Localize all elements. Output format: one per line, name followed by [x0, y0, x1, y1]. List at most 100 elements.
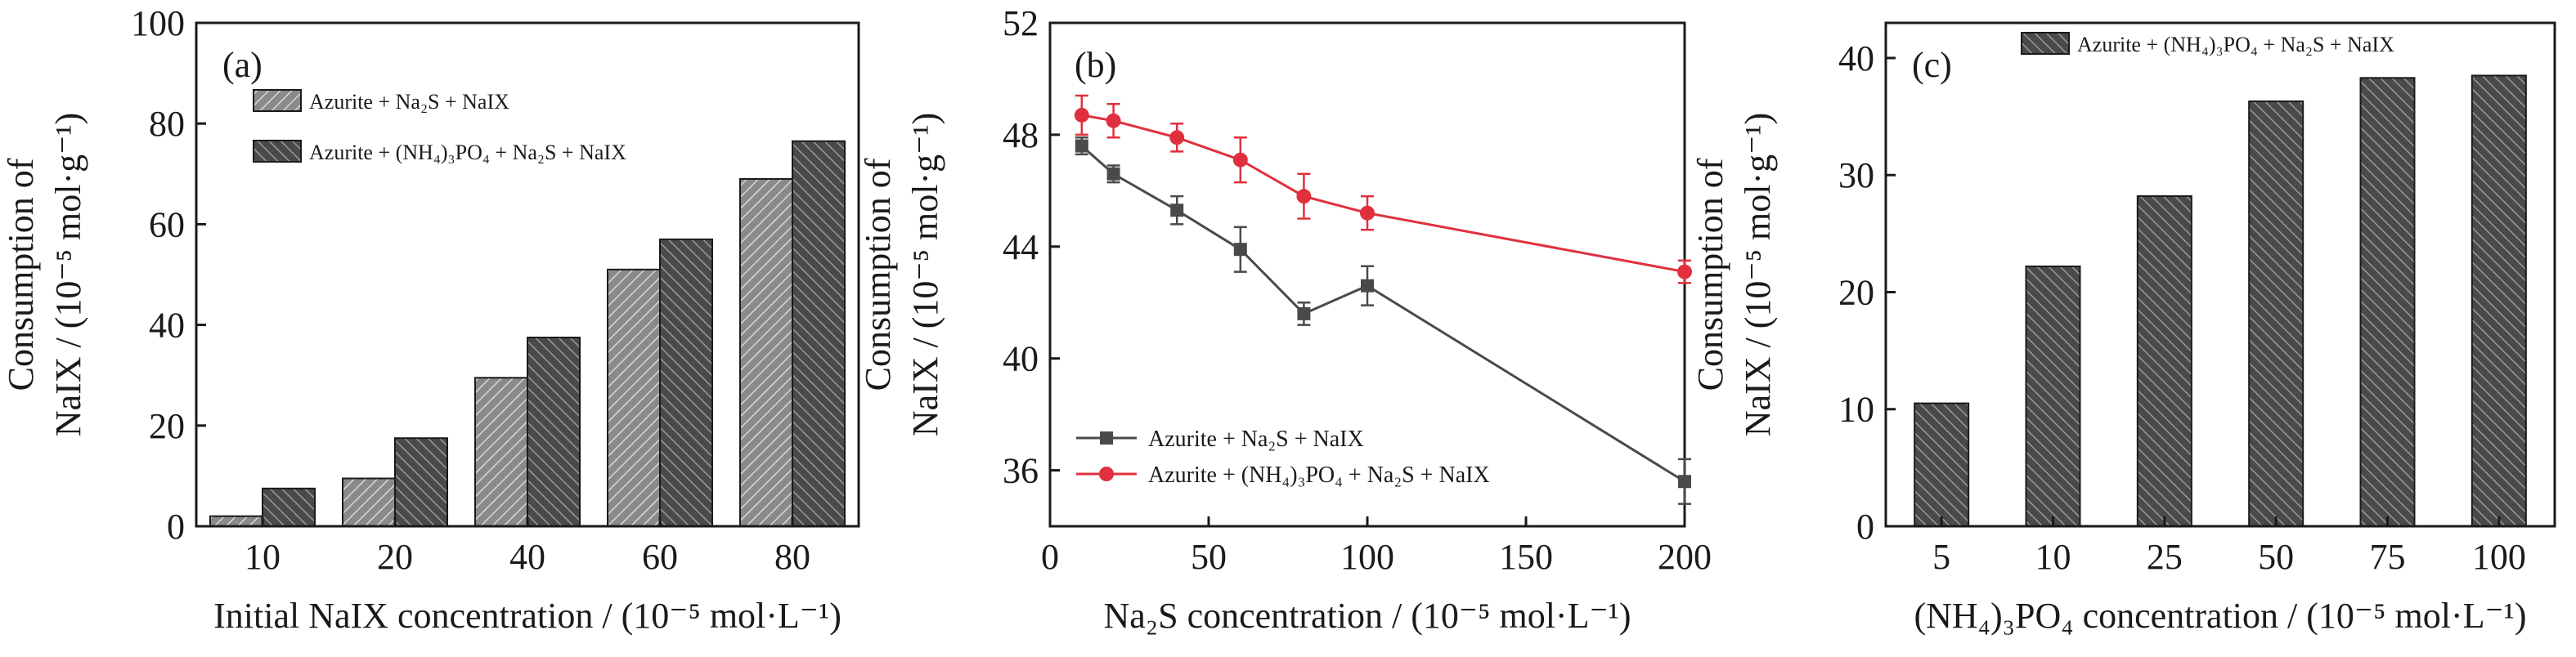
x-tick-label: 5: [1932, 537, 1950, 577]
x-tick-label: 60: [642, 537, 678, 577]
y-tick-label: 20: [149, 406, 185, 446]
legend-swatch-series-2: [253, 140, 302, 163]
y-tick-label: 0: [167, 507, 185, 547]
panel-c-ylabel-line1: Consumption of: [1690, 158, 1730, 391]
panel-b-label: (b): [1075, 45, 1116, 85]
data-point-circle: [1232, 152, 1248, 168]
panel-b-xlabel: Na₂S concentration / (10⁻⁵ mol·L⁻¹): [1103, 596, 1631, 636]
data-point-circle: [1074, 107, 1089, 123]
legend-label-series-2: Azurite + (NH₄)₃PO₄ + Na₂S + NaIX: [309, 141, 626, 164]
legend-circle-marker: [1099, 467, 1114, 481]
panel-c-bar-chart: 0 10 20 30 40 5 10 25 50 75 100 (c) Azurite + (NH…: [1690, 21, 2556, 636]
data-point-square: [1361, 279, 1374, 293]
panel-a-legend: Azurite + Na₂S + NaIX Azurite + (NH₄)₃PO…: [253, 89, 626, 164]
legend-swatch-series-1: [2021, 32, 2070, 55]
x-tick-label: 80: [774, 537, 810, 577]
data-point-square: [1170, 203, 1184, 217]
bar: [739, 177, 793, 528]
x-tick-label: 10: [245, 537, 280, 577]
bar: [1914, 402, 1970, 527]
y-tick-label: 20: [1838, 272, 1874, 312]
bar: [2136, 195, 2192, 527]
y-tick-label: 40: [149, 306, 185, 346]
y-tick-label: 44: [1003, 227, 1039, 267]
panel-a-bars: [209, 140, 846, 528]
bar: [792, 140, 846, 527]
bar: [527, 337, 581, 527]
data-point-square: [1106, 167, 1120, 181]
panel-a-y-ticks: 0 20 40 60 80 100: [131, 3, 206, 547]
panel-a-ylabel-line1: Consumption of: [1, 158, 41, 391]
x-tick-label: 100: [1340, 537, 1394, 577]
y-tick-label: 10: [1838, 390, 1874, 430]
x-tick-label: 100: [2472, 537, 2526, 577]
panel-c-y-ticks: 0 10 20 30 40: [1838, 38, 1896, 547]
data-point-circle: [1677, 264, 1692, 279]
legend-label-series-1: Azurite + (NH₄)₃PO₄ + Na₂S + NaIX: [2077, 33, 2394, 56]
x-tick-label: 10: [2035, 537, 2071, 577]
y-tick-label: 60: [149, 204, 185, 244]
y-tick-label: 40: [1003, 339, 1039, 379]
bar: [342, 477, 396, 527]
panel-b-x-ticks: 0 50 100 150 200: [1041, 516, 1712, 577]
panel-c-legend: Azurite + (NH₄)₃PO₄ + Na₂S + NaIX: [2021, 32, 2394, 56]
data-point-square: [1233, 243, 1247, 257]
x-tick-label: 200: [1658, 537, 1712, 577]
panel-c-frame: [1884, 21, 2556, 528]
y-tick-label: 30: [1838, 155, 1874, 195]
panel-b-line-chart: 36 40 44 48 52 0 50 100 150 200 (b) Azurite + Na…: [858, 3, 1712, 636]
panel-a-xlabel: Initial NaIX concentration / (10⁻⁵ mol·L…: [213, 596, 841, 636]
y-tick-label: 40: [1838, 38, 1874, 78]
x-tick-label: 50: [1191, 537, 1227, 577]
legend-label-series-2: Azurite + (NH₄)₃PO₄ + Na₂S + NaIX: [1148, 463, 1490, 488]
bar: [474, 377, 528, 527]
panel-a-x-ticks: 10 20 40 60 80: [245, 516, 810, 577]
panel-b-ylabel-line2: NaIX / (10⁻⁵ mol·g⁻¹): [905, 113, 945, 436]
x-tick-label: 75: [2370, 537, 2406, 577]
legend-label-series-1: Azurite + Na₂S + NaIX: [309, 90, 509, 114]
bar: [2471, 74, 2527, 528]
data-point-circle: [1106, 113, 1121, 128]
legend-square-marker: [1100, 431, 1113, 445]
bar: [2025, 265, 2081, 527]
panel-b-series: [1074, 94, 1692, 505]
x-tick-label: 40: [509, 537, 545, 577]
bar: [2359, 77, 2416, 527]
data-point-square: [1075, 139, 1088, 153]
panel-a-label: (a): [222, 45, 263, 85]
x-tick-label: 25: [2147, 537, 2183, 577]
bar: [394, 437, 448, 528]
panel-c-x-ticks: 5 10 25 50 75 100: [1932, 516, 2526, 577]
y-tick-label: 48: [1003, 115, 1039, 155]
x-tick-label: 0: [1041, 537, 1059, 577]
panel-b-legend: Azurite + Na₂S + NaIX Azurite + (NH₄)₃PO…: [1076, 427, 1490, 488]
panel-c-ylabel-line2: NaIX / (10⁻⁵ mol·g⁻¹): [1738, 113, 1778, 436]
y-tick-label: 100: [131, 3, 185, 43]
bar: [2248, 100, 2304, 528]
panel-b-y-ticks: 36 40 44 48 52: [1003, 3, 1060, 491]
legend-swatch-series-1: [253, 89, 302, 112]
data-point-circle: [1296, 189, 1312, 204]
legend-label-series-1: Azurite + Na₂S + NaIX: [1148, 427, 1364, 452]
panel-a-ylabel-line2: NaIX / (10⁻⁵ mol·g⁻¹): [48, 113, 88, 436]
panel-c-label: (c): [1912, 45, 1952, 85]
data-point-square: [1297, 306, 1311, 320]
data-point-circle: [1169, 130, 1185, 145]
bar: [262, 487, 316, 527]
x-tick-label: 50: [2258, 537, 2294, 577]
panel-b-ylabel-line1: Consumption of: [858, 158, 898, 391]
panel-a-bar-chart: 0 20 40 60 80 100 10 20 40 60 80 (a) Azurite + Na…: [1, 3, 860, 636]
x-tick-label: 20: [377, 537, 413, 577]
y-tick-label: 0: [1856, 507, 1874, 547]
bar: [607, 268, 661, 527]
y-tick-label: 36: [1003, 451, 1039, 491]
data-point-circle: [1360, 205, 1375, 221]
y-tick-label: 52: [1003, 3, 1039, 43]
y-tick-label: 80: [149, 104, 185, 144]
x-tick-label: 150: [1499, 537, 1553, 577]
data-point-square: [1678, 475, 1691, 489]
bar: [659, 238, 713, 527]
bar: [209, 515, 263, 527]
panel-c-bars: [1914, 74, 2527, 528]
